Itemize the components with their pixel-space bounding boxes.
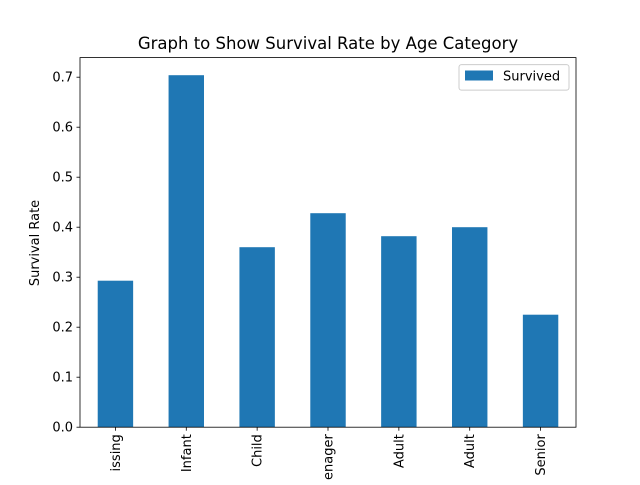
y-tick-label-5: 0.5	[52, 171, 73, 186]
bar-4	[381, 236, 417, 428]
bar-2	[239, 247, 275, 428]
y-tick-label-2: 0.2	[52, 321, 73, 336]
chart-title: Graph to Show Survival Rate by Age Categ…	[138, 34, 519, 53]
bars-group	[97, 75, 559, 428]
y-tick-label-1: 0.1	[52, 371, 73, 386]
y-tick-label-4: 0.4	[52, 221, 73, 236]
x-tick-label-2: Child	[251, 434, 266, 467]
bar-3	[310, 213, 346, 428]
bar-0	[97, 280, 134, 428]
x-tick-label-3: enager	[322, 434, 337, 480]
y-tick-label-0: 0.0	[52, 421, 73, 436]
bar-1	[168, 75, 204, 428]
x-tick-label-5: Adult	[463, 434, 478, 468]
x-tick-label-1: Infant	[180, 434, 195, 472]
y-tick-label-6: 0.6	[52, 121, 73, 136]
y-axis-label: Survival Rate	[28, 200, 43, 286]
x-tick-label-4: Adult	[392, 434, 407, 468]
x-tick-label-6: Senior	[534, 434, 549, 476]
x-tick-label-0: issing	[109, 434, 124, 471]
y-tick-label-3: 0.3	[52, 271, 73, 286]
y-tick-label-7: 0.7	[52, 71, 73, 86]
bar-6	[522, 314, 559, 428]
legend: Survived	[458, 64, 570, 91]
bar-5	[452, 227, 488, 428]
legend-swatch	[465, 70, 493, 81]
legend-label: Survived	[503, 70, 560, 85]
x-tick-labels: issing Infant Child enager Adult Adult Senior	[109, 434, 549, 480]
